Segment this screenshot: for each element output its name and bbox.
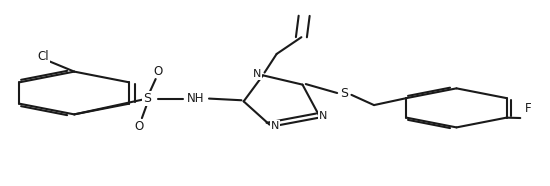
Text: O: O xyxy=(154,65,163,78)
Text: S: S xyxy=(340,86,348,100)
Text: F: F xyxy=(525,102,531,115)
Text: NH: NH xyxy=(186,92,204,105)
Text: N: N xyxy=(253,69,262,79)
Text: N: N xyxy=(319,111,328,121)
Text: O: O xyxy=(135,120,144,133)
Text: N: N xyxy=(271,121,279,131)
Text: S: S xyxy=(144,92,151,105)
Text: Cl: Cl xyxy=(37,50,49,63)
